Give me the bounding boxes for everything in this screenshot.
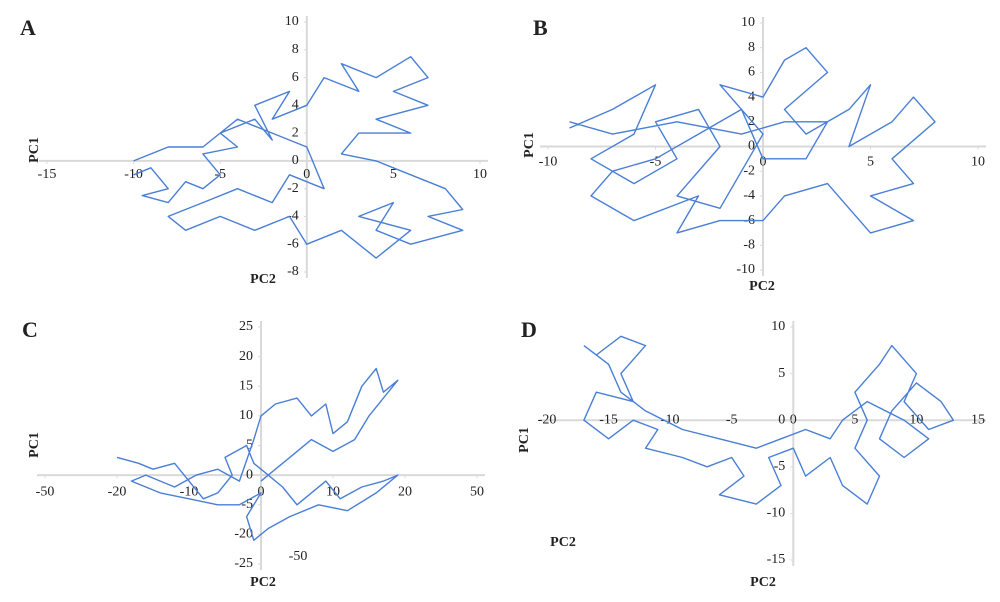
y-tick-label: 15: [239, 378, 253, 393]
x-tick-label: -15: [599, 412, 618, 427]
y-tick-label: -2: [743, 163, 755, 178]
x-tick-label: -15: [38, 167, 57, 182]
x-tick-label: -10: [539, 155, 558, 170]
y-tick-label: 4: [748, 89, 755, 104]
y-tick-label: -20: [234, 527, 253, 542]
x-tick-label: -20: [108, 484, 127, 499]
y-tick-label: 6: [748, 65, 755, 80]
x-tick-label: -20: [538, 412, 557, 427]
x-tick-label: 10: [326, 484, 340, 499]
panel-label: B: [533, 15, 548, 40]
y-tick-label: 8: [748, 40, 755, 55]
y-tick-label: -6: [287, 236, 299, 251]
x-tick-label: 10: [473, 167, 487, 182]
x-tick-label: 0: [303, 167, 310, 182]
trajectory: [583, 335, 955, 505]
y-tick-label: -8: [287, 264, 299, 279]
x-axis-title: PC2: [250, 272, 276, 287]
y-tick-label: 0: [292, 153, 299, 168]
x-tick-label: -10: [180, 484, 199, 499]
trajectory: [569, 47, 936, 234]
y-tick-label: -15: [767, 552, 786, 567]
y-tick-label: -10: [767, 506, 786, 521]
x-tick-label: 0: [258, 484, 265, 499]
y-tick-label: 4: [292, 98, 299, 113]
y-tick-label: -2: [287, 181, 299, 196]
y-tick-label: 10: [741, 15, 755, 30]
y-tick-label: 25: [239, 319, 253, 334]
y-tick-label: 0: [748, 139, 755, 154]
y-tick-label: -5: [774, 459, 786, 474]
y-tick-label: 10: [239, 408, 253, 423]
y-axis-title: PC1: [522, 132, 537, 158]
x-axis-title: PC2: [750, 575, 776, 590]
annotation: PC2: [550, 535, 576, 550]
y-tick-label: 0: [246, 467, 253, 482]
y-tick-label: -5: [241, 497, 253, 512]
panel-label: D: [521, 317, 537, 342]
y-axis-title: PC1: [517, 427, 532, 453]
y-tick-label: -25: [234, 556, 253, 571]
x-tick-label: 0: [760, 155, 767, 170]
trajectory: [133, 56, 464, 259]
x-tick-label: 15: [971, 412, 985, 427]
y-tick-label: 10: [771, 319, 785, 334]
panel-label: A: [20, 15, 36, 40]
y-tick-label: -8: [743, 238, 755, 253]
y-tick-label: 8: [292, 42, 299, 57]
x-tick-label: 5: [867, 155, 874, 170]
x-tick-label: 20: [398, 484, 412, 499]
y-tick-label: 20: [239, 349, 253, 364]
trajectory: [116, 367, 399, 541]
panel-label: C: [22, 317, 38, 342]
y-tick-label: 5: [778, 366, 785, 381]
x-tick-label: 5: [851, 412, 858, 427]
x-tick-label: 10: [909, 412, 923, 427]
x-tick-label: -10: [661, 412, 680, 427]
y-tick-label: 2: [292, 125, 299, 140]
y-tick-label: 5: [246, 438, 253, 453]
y-tick-label: 0: [778, 412, 785, 427]
y-tick-label: 6: [292, 70, 299, 85]
x-tick-label: -50: [36, 484, 55, 499]
x-tick-label: 5: [390, 167, 397, 182]
annotation: -50: [289, 549, 308, 564]
y-axis-title: PC1: [27, 432, 42, 458]
x-tick-label: 10: [971, 155, 985, 170]
x-axis-title: PC2: [250, 575, 276, 590]
x-tick-label: -5: [650, 155, 662, 170]
y-axis-title: PC1: [27, 137, 42, 163]
y-tick-label: -4: [743, 188, 755, 203]
x-tick-label: -5: [726, 412, 738, 427]
x-tick-label: 50: [470, 484, 484, 499]
x-axis-title: PC2: [749, 279, 775, 294]
y-tick-label: 10: [285, 14, 299, 29]
y-tick-label: -4: [287, 209, 299, 224]
y-tick-label: -10: [736, 262, 755, 277]
